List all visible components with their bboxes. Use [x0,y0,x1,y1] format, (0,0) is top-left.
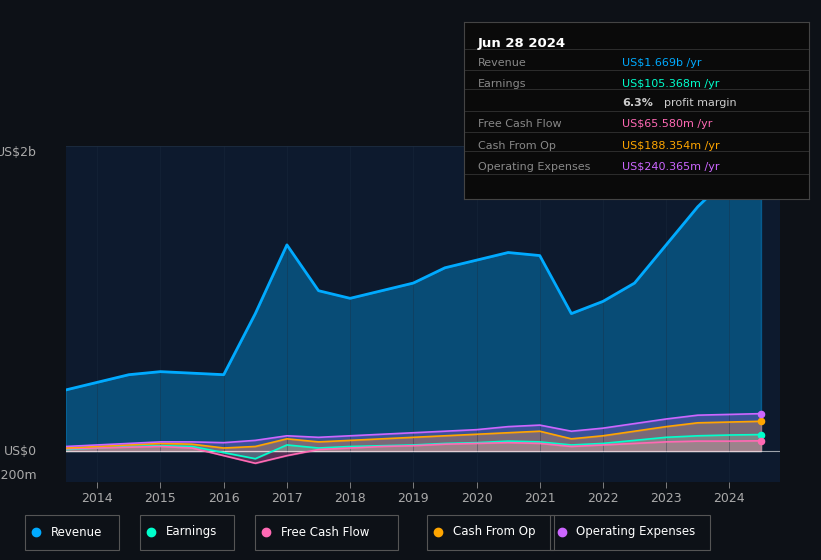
Text: US$105.368m /yr: US$105.368m /yr [622,79,720,89]
Text: Cash From Op: Cash From Op [453,525,535,539]
Text: US$1.669b /yr: US$1.669b /yr [622,58,702,68]
Text: -US$200m: -US$200m [0,469,37,482]
Text: Jun 28 2024: Jun 28 2024 [478,36,566,49]
Text: US$188.354m /yr: US$188.354m /yr [622,141,720,151]
Text: US$65.580m /yr: US$65.580m /yr [622,119,713,129]
Point [754,417,768,426]
Text: US$0: US$0 [4,445,37,458]
Point [754,436,768,445]
Point [754,430,768,439]
Text: Earnings: Earnings [166,525,218,539]
Text: Earnings: Earnings [478,79,526,89]
Point [754,409,768,418]
Text: 6.3%: 6.3% [622,98,654,108]
Text: Operating Expenses: Operating Expenses [576,525,695,539]
Point [754,156,768,165]
Text: Operating Expenses: Operating Expenses [478,162,590,172]
Text: Revenue: Revenue [478,58,526,68]
Text: US$2b: US$2b [0,146,37,158]
Text: Revenue: Revenue [51,525,103,539]
Text: Cash From Op: Cash From Op [478,141,556,151]
Text: Free Cash Flow: Free Cash Flow [281,525,369,539]
Text: Free Cash Flow: Free Cash Flow [478,119,562,129]
Text: US$240.365m /yr: US$240.365m /yr [622,162,720,172]
Text: profit margin: profit margin [664,98,736,108]
